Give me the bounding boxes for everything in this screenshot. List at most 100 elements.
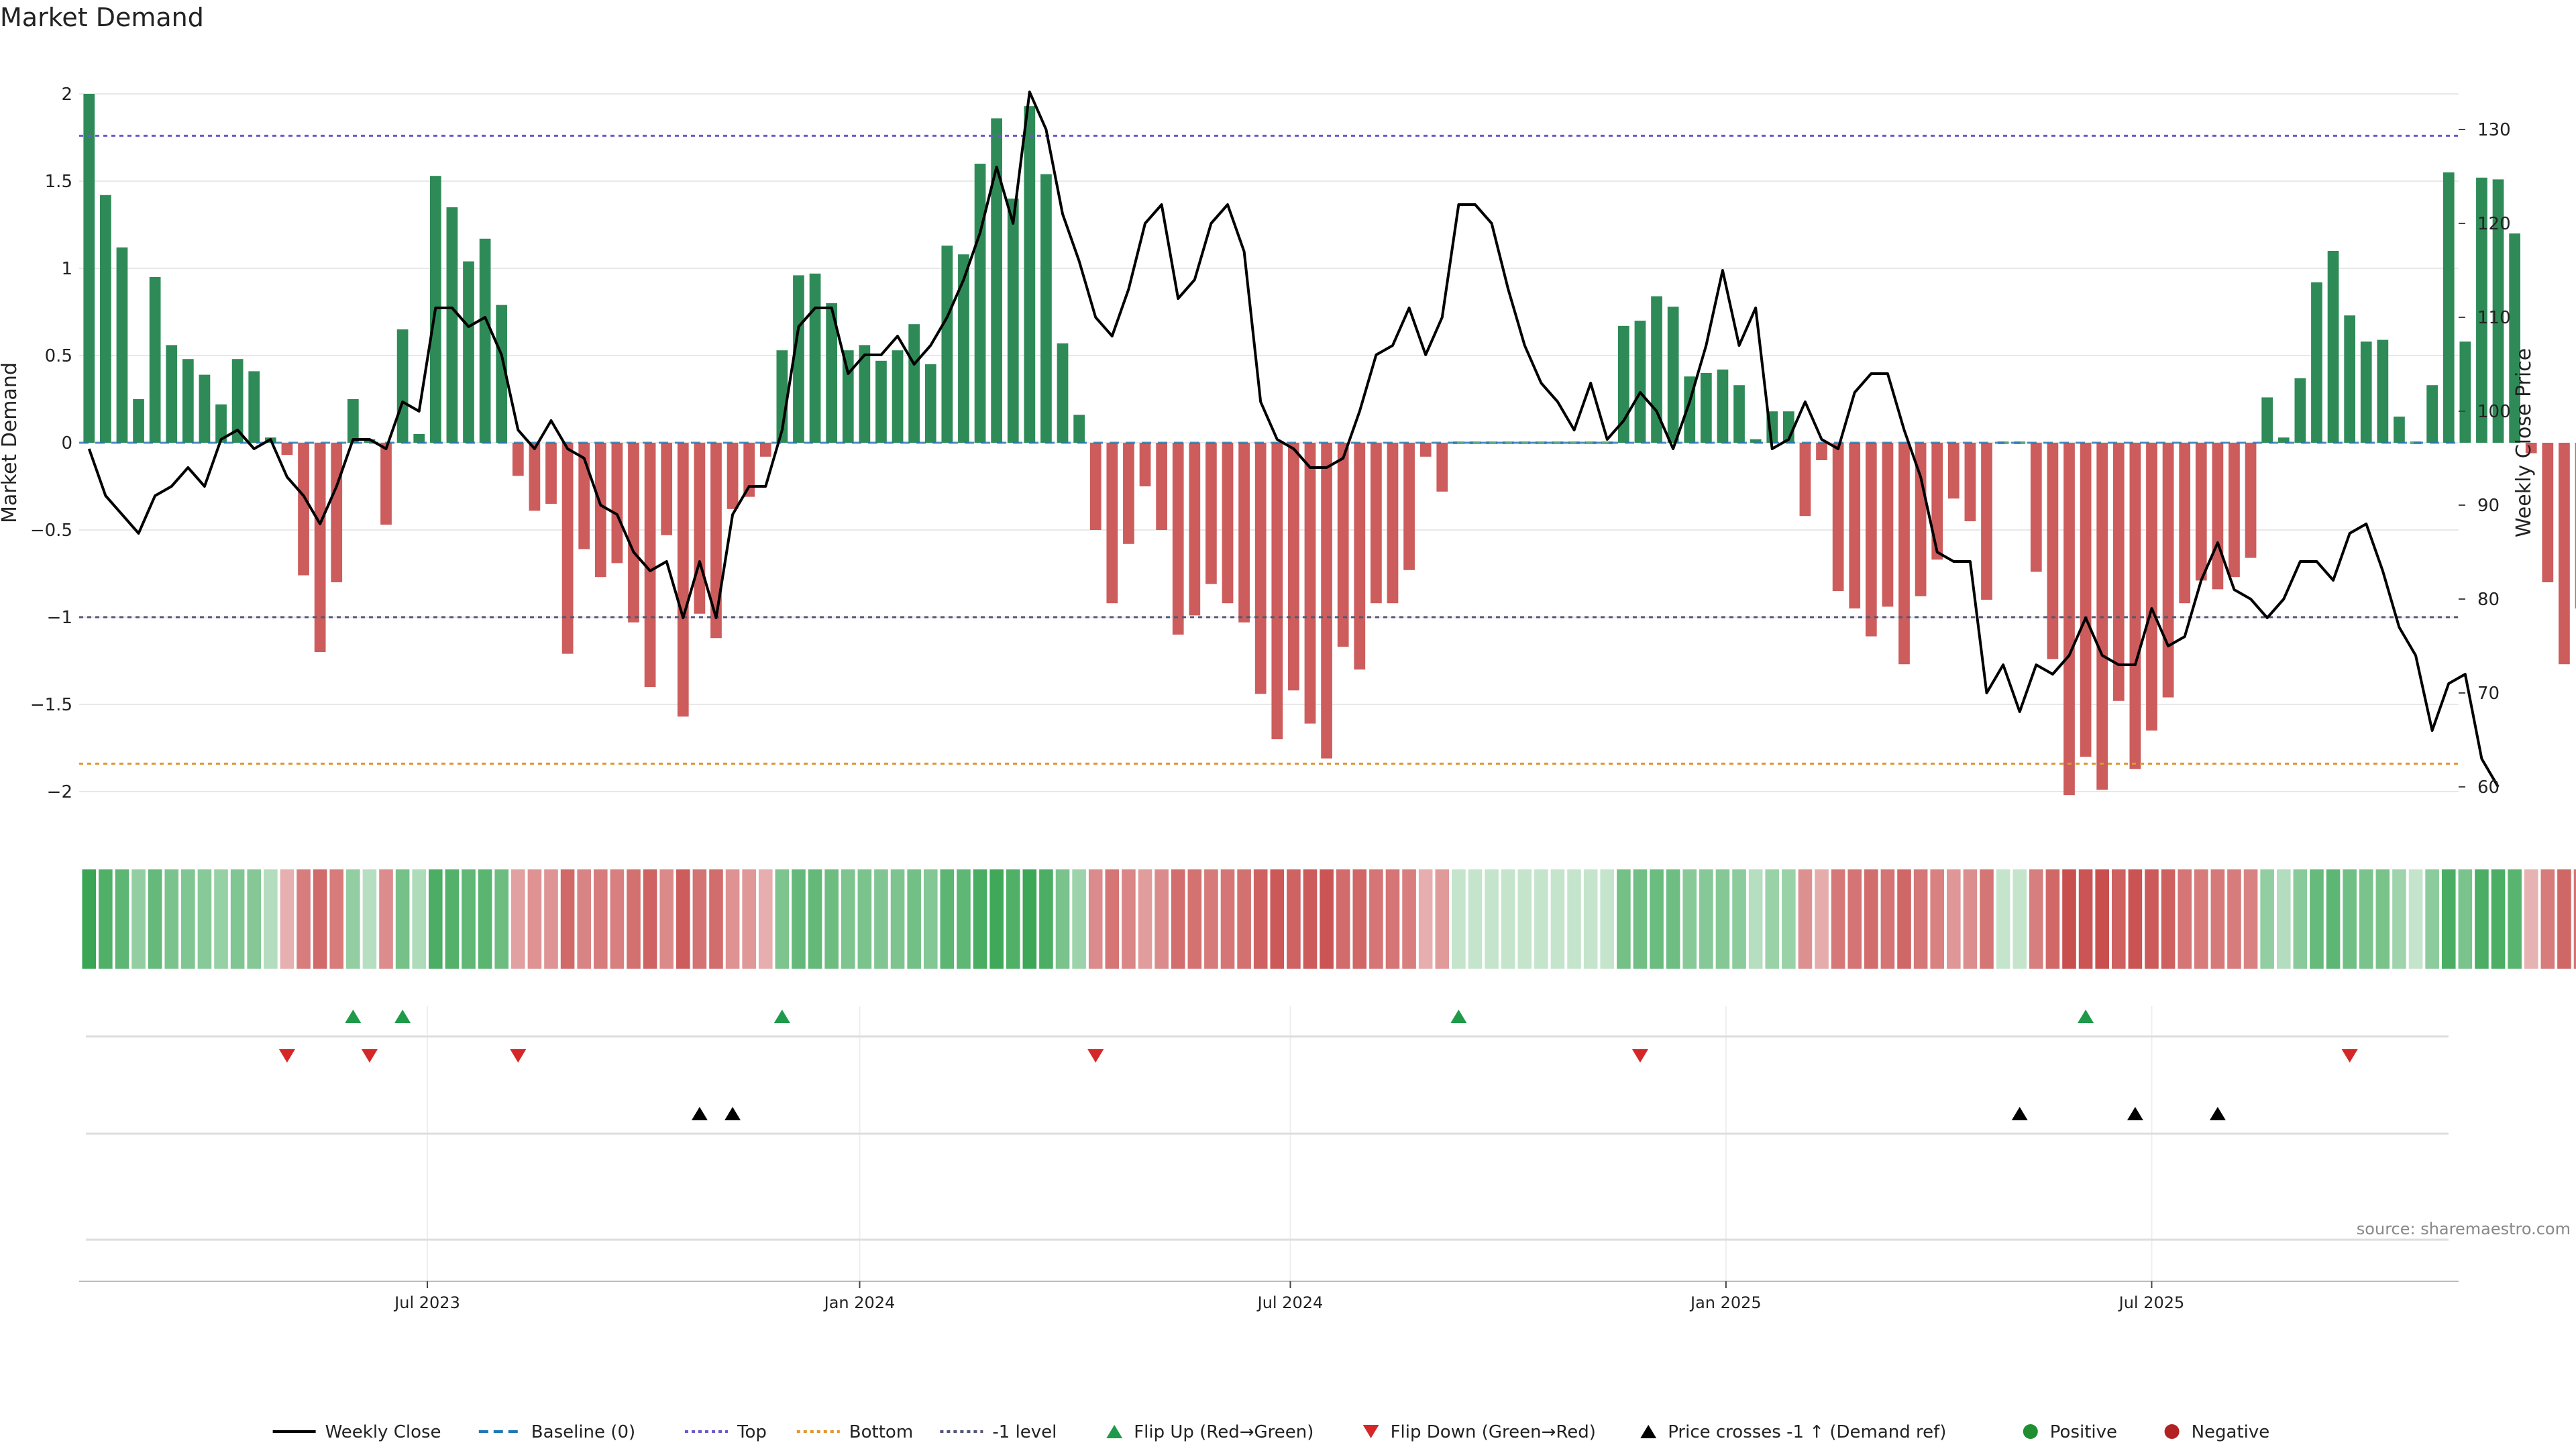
heat-strip-cell bbox=[1831, 869, 1845, 969]
demand-bar bbox=[594, 443, 606, 578]
demand-bar bbox=[1816, 443, 1827, 460]
heat-strip-cell bbox=[297, 869, 311, 969]
chart-title: Market Demand bbox=[0, 3, 204, 32]
demand-bar bbox=[1436, 443, 1448, 492]
y2-tick-label: 120 bbox=[2477, 214, 2511, 234]
demand-bar bbox=[2459, 341, 2471, 443]
heat-strip-cell bbox=[462, 869, 476, 969]
heat-strip-cell bbox=[2408, 869, 2423, 969]
heat-strip-cell bbox=[1287, 869, 1301, 969]
heat-strip-cell bbox=[280, 869, 294, 969]
heat-strip-cell bbox=[1369, 869, 1383, 969]
heat-strip-cell bbox=[1550, 869, 1565, 969]
heat-strip-cell bbox=[1501, 869, 1515, 969]
demand-bar bbox=[1156, 443, 1167, 530]
demand-bar bbox=[1799, 443, 1811, 517]
demand-bar bbox=[446, 207, 458, 443]
heat-strip-cell bbox=[429, 869, 443, 969]
heat-strip-cell bbox=[1567, 869, 1581, 969]
demand-bar bbox=[545, 443, 557, 504]
x-tick-label: Jul 2024 bbox=[1256, 1293, 1324, 1312]
demand-bar bbox=[661, 443, 673, 535]
heat-strip-cell bbox=[824, 869, 839, 969]
price-cross-marker bbox=[2209, 1107, 2226, 1120]
heat-strip-cell bbox=[494, 869, 509, 969]
demand-bar bbox=[2443, 172, 2455, 443]
demand-bar bbox=[2575, 443, 2576, 608]
heat-strip-cell bbox=[2012, 869, 2027, 969]
heat-strip-cell bbox=[1452, 869, 1466, 969]
demand-bar bbox=[166, 345, 178, 443]
heat-strip-cell bbox=[2243, 869, 2258, 969]
heat-strip-cell bbox=[2524, 869, 2538, 969]
demand-bar bbox=[859, 345, 871, 443]
demand-bar bbox=[958, 254, 969, 443]
demand-bar bbox=[479, 238, 491, 443]
heat-strip-cell bbox=[1650, 869, 1664, 969]
heat-strip-cell bbox=[1913, 869, 1928, 969]
demand-bar bbox=[2426, 385, 2438, 443]
demand-bar bbox=[1205, 443, 1217, 584]
demand-bar bbox=[1271, 443, 1283, 739]
legend-label: Flip Up (Red→Green) bbox=[1134, 1422, 1313, 1442]
demand-bar bbox=[908, 324, 920, 443]
legend-label: Baseline (0) bbox=[531, 1422, 635, 1442]
y2-tick-label: 90 bbox=[2477, 496, 2500, 516]
heat-strip-cell bbox=[247, 869, 262, 969]
demand-bar bbox=[2377, 339, 2389, 443]
heat-strip-cell bbox=[2161, 869, 2176, 969]
heat-strip-cell bbox=[1039, 869, 1053, 969]
heat-strip-cell bbox=[1600, 869, 1615, 969]
heat-strip-cell bbox=[1435, 869, 1450, 969]
heat-strip-cell bbox=[2227, 869, 2241, 969]
heat-strip-cell bbox=[1633, 869, 1648, 969]
demand-bar bbox=[1981, 443, 1992, 600]
heat-strip-cell bbox=[1072, 869, 1086, 969]
y2-tick-label: 100 bbox=[2477, 402, 2511, 422]
heat-strip-cell bbox=[1418, 869, 1433, 969]
demand-bar bbox=[2129, 443, 2141, 769]
demand-bar bbox=[1304, 443, 1316, 724]
heat-strip-cell bbox=[164, 869, 179, 969]
heat-strip-cell bbox=[1715, 869, 1730, 969]
legend-swatch-dot bbox=[2164, 1424, 2180, 1439]
demand-bar bbox=[1222, 443, 1234, 604]
heat-strip-cell bbox=[230, 869, 245, 969]
demand-bar bbox=[83, 94, 95, 443]
demand-bar bbox=[2525, 443, 2537, 453]
heat-strip-cell bbox=[346, 869, 360, 969]
heat-strip-cell bbox=[1765, 869, 1780, 969]
heat-strip-cell bbox=[923, 869, 938, 969]
demand-bar bbox=[694, 443, 706, 614]
heat-strip-cell bbox=[1138, 869, 1152, 969]
demand-bar bbox=[1947, 443, 1960, 499]
demand-bar bbox=[1371, 443, 1382, 604]
demand-bar bbox=[1354, 443, 1366, 669]
legend: Weekly Close Baseline (0) Top Bottom -1 leve… bbox=[272, 1422, 2269, 1442]
heat-strip-cell bbox=[82, 869, 97, 969]
heat-strip-cell bbox=[1385, 869, 1400, 969]
demand-bar bbox=[2063, 443, 2075, 796]
demand-bar bbox=[628, 443, 639, 623]
demand-heat-strip bbox=[82, 869, 2576, 969]
demand-bar bbox=[677, 443, 689, 717]
legend-label: Price crosses -1 ↑ (Demand ref) bbox=[1668, 1422, 1946, 1442]
demand-bar bbox=[710, 443, 722, 639]
heat-strip-cell bbox=[1220, 869, 1235, 969]
demand-bar bbox=[2360, 341, 2372, 443]
heat-strip-cell bbox=[1155, 869, 1169, 969]
heat-strip-cell bbox=[808, 869, 822, 969]
heat-strip-cell bbox=[1748, 869, 1763, 969]
demand-bar bbox=[512, 443, 524, 476]
demand-bar bbox=[1717, 369, 1729, 443]
demand-bar bbox=[331, 443, 343, 582]
y2-tick-label: 80 bbox=[2477, 590, 2500, 610]
heat-strip-cell bbox=[659, 869, 674, 969]
weekly-close-line bbox=[87, 91, 2500, 788]
heat-strip-cell bbox=[2145, 869, 2159, 969]
demand-bar bbox=[2162, 443, 2174, 698]
x-tick-label: Jul 2025 bbox=[2118, 1293, 2185, 1312]
heat-strip-cell bbox=[725, 869, 740, 969]
demand-bar bbox=[2492, 179, 2504, 443]
